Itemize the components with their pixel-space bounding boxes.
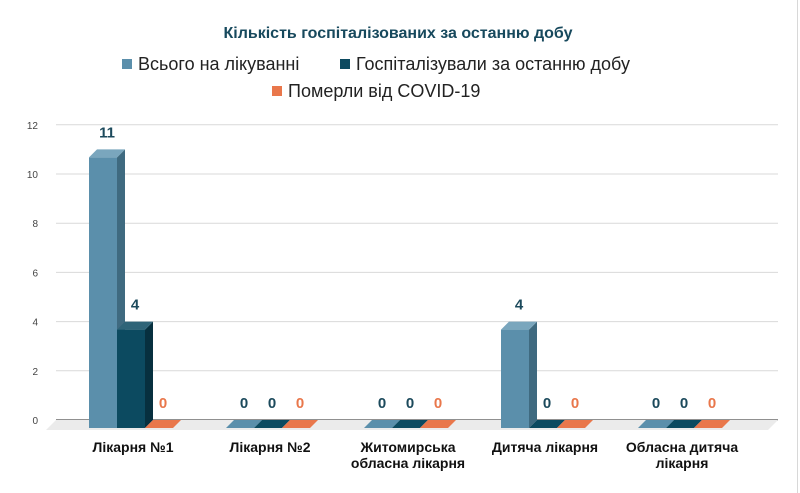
data-label: 0: [680, 395, 688, 412]
y-tick-label: 0: [32, 416, 38, 427]
x-tick-label: Лікарня №1: [93, 439, 174, 455]
data-label: 0: [240, 395, 248, 412]
data-label: 0: [571, 395, 579, 412]
bar-zero: [145, 420, 181, 428]
legend-label-2: Померли від COVID-19: [288, 81, 480, 101]
bar-top: [501, 321, 537, 330]
bar-zero: [420, 420, 456, 428]
data-label: 0: [268, 395, 276, 412]
legend-label-1: Госпіталізували за останню добу: [356, 54, 630, 74]
data-label: 0: [378, 395, 386, 412]
data-label: 0: [434, 395, 442, 412]
x-tick-label: Дитяча лікарня: [492, 439, 598, 455]
bar-zero: [557, 420, 593, 428]
x-tick-label: обласна лікарня: [351, 455, 465, 471]
legend-swatch-0: [122, 59, 132, 69]
bar-zero: [666, 420, 702, 428]
legend-label-0: Всього на лікуванні: [138, 54, 299, 74]
legend-swatch-1: [340, 59, 350, 69]
bar-zero: [254, 420, 290, 428]
data-label: 11: [99, 124, 115, 141]
data-label: 0: [296, 395, 304, 412]
bar-zero: [282, 420, 318, 428]
bar-side: [529, 321, 537, 428]
border-line: [797, 0, 798, 493]
y-tick-label: 6: [32, 268, 38, 279]
legend: Всього на лікуванні Госпіталізували за ос…: [122, 54, 630, 101]
y-tick-label: 10: [27, 170, 39, 181]
data-label: 0: [159, 395, 167, 412]
bar-top: [117, 321, 153, 330]
bars: 11 4 0 0 0 0 0 0 0 4 0 0 0 0 0: [89, 124, 730, 428]
x-tick-label: Житомирська: [360, 439, 456, 455]
data-label: 4: [131, 297, 140, 314]
bar-top: [89, 149, 125, 158]
data-label: 4: [515, 297, 524, 314]
bar-zero: [364, 420, 400, 428]
bar-zero: [226, 420, 262, 428]
y-tick-label: 8: [32, 219, 38, 230]
data-label: 0: [652, 395, 660, 412]
data-label: 0: [708, 395, 716, 412]
bar-zero: [392, 420, 428, 428]
legend-swatch-2: [272, 86, 282, 96]
data-label: 0: [543, 395, 551, 412]
bar-zero: [694, 420, 730, 428]
bar-side: [145, 321, 153, 428]
x-tick-label: Обласна дитяча: [626, 439, 738, 455]
bar-zero: [529, 420, 565, 428]
y-tick-label: 12: [27, 121, 39, 132]
data-label: 0: [406, 395, 414, 412]
y-tick-label: 2: [32, 367, 38, 378]
y-tick-label: 4: [32, 318, 38, 329]
bar: [501, 329, 529, 428]
x-tick-label: Лікарня №2: [230, 439, 311, 455]
bar: [117, 329, 145, 428]
bar: [89, 157, 117, 428]
bar-zero: [638, 420, 674, 428]
x-tick-label: лікарня: [656, 455, 709, 471]
chart-title: Кількість госпіталізованих за останню до…: [224, 25, 573, 42]
